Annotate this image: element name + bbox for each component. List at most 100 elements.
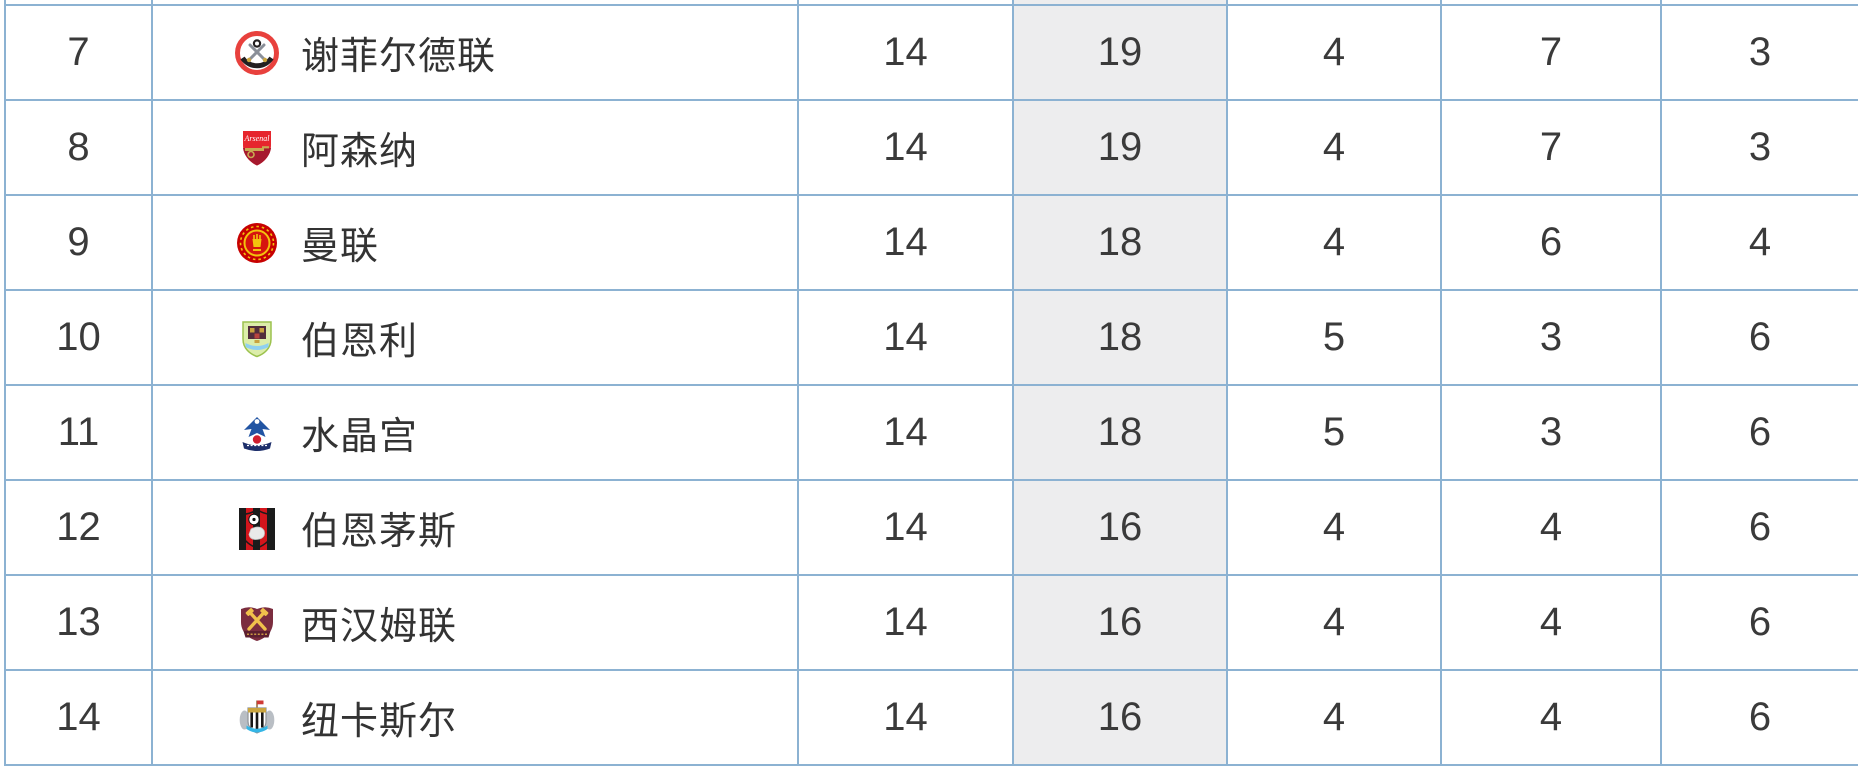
rank-cell: 9 (4, 196, 153, 291)
table-row: 10 伯恩利 14 18 5 3 6 (4, 291, 1858, 386)
played-value: 14 (883, 410, 928, 454)
team-name[interactable]: 纽卡斯尔 (301, 701, 458, 743)
bournemouth-badge (240, 508, 274, 549)
points-value: 18 (1097, 315, 1143, 359)
played-value: 14 (883, 505, 928, 549)
team-cell (153, 0, 799, 6)
played-cell: 14 (799, 671, 1014, 766)
rank-cell: 7 (4, 6, 153, 101)
team-name[interactable]: 西汉姆联 (301, 606, 458, 648)
played-value: 14 (883, 600, 928, 644)
played-cell: 14 (799, 101, 1014, 196)
arsenal-badge: Arsenal (243, 130, 271, 165)
points-cell (1014, 0, 1228, 6)
losses-value: 6 (1748, 505, 1772, 549)
wins-value: 4 (1322, 695, 1346, 739)
wins-cell: 4 (1228, 101, 1442, 196)
rank-value: 14 (56, 695, 101, 739)
team-name[interactable]: 阿森纳 (301, 131, 419, 173)
rank-cell: 8 (4, 101, 153, 196)
table-row: 9 曼联 14 18 4 6 4 (4, 196, 1858, 291)
rank-value: 13 (56, 600, 101, 644)
svg-text:Arsenal: Arsenal (244, 134, 271, 143)
losses-value: 3 (1748, 125, 1772, 169)
rank-cell: 14 (4, 671, 153, 766)
rank-value: 9 (67, 220, 90, 264)
team-cell[interactable]: Arsenal 阿森纳 (153, 101, 799, 196)
points-value: 16 (1097, 600, 1143, 644)
rank-value: 12 (56, 505, 101, 549)
wins-cell: 5 (1228, 386, 1442, 481)
points-value: 19 (1097, 30, 1143, 74)
wins-cell: 4 (1228, 6, 1442, 101)
team-badge-slot (235, 696, 279, 740)
team-name[interactable]: 水晶宫 (301, 416, 419, 458)
points-value: 16 (1097, 505, 1143, 549)
wins-cell: 4 (1228, 481, 1442, 576)
played-value: 14 (883, 315, 928, 359)
burnley-badge (242, 320, 272, 357)
draws-value: 7 (1539, 125, 1563, 169)
played-cell: 14 (799, 291, 1014, 386)
team-badge-slot (235, 411, 279, 455)
crystal-palace-badge (242, 416, 272, 451)
draws-cell: 3 (1442, 386, 1662, 481)
rank-cell: 12 (4, 481, 153, 576)
team-badge-slot (235, 30, 279, 75)
draws-cell: 6 (1442, 196, 1662, 291)
west-ham-badge (241, 606, 273, 641)
points-value: 16 (1097, 695, 1143, 739)
played-value: 14 (883, 220, 928, 264)
table-row: 12 伯恩茅斯 14 16 4 4 6 (4, 481, 1858, 576)
losses-value: 6 (1748, 600, 1772, 644)
table-row: 14 纽卡斯尔 14 16 4 4 6 (4, 671, 1858, 766)
losses-cell (1662, 0, 1858, 6)
team-name[interactable]: 曼联 (301, 226, 380, 268)
played-cell: 14 (799, 576, 1014, 671)
points-value: 18 (1097, 220, 1143, 264)
draws-cell (1442, 0, 1662, 6)
losses-cell: 6 (1662, 386, 1858, 481)
team-badge-slot (235, 221, 279, 265)
team-cell[interactable]: 谢菲尔德联 (153, 6, 799, 101)
points-value: 18 (1097, 410, 1143, 454)
draws-value: 7 (1539, 30, 1563, 74)
team-cell[interactable]: 伯恩利 (153, 291, 799, 386)
team-name[interactable]: 谢菲尔德联 (301, 36, 497, 78)
points-cell: 19 (1014, 6, 1228, 101)
points-value: 19 (1097, 125, 1143, 169)
wins-cell: 5 (1228, 291, 1442, 386)
team-badge-slot (235, 601, 279, 645)
team-cell[interactable]: 水晶宫 (153, 386, 799, 481)
losses-value: 3 (1748, 30, 1772, 74)
team-name[interactable]: 伯恩利 (301, 321, 419, 363)
wins-value: 4 (1322, 125, 1346, 169)
team-name[interactable]: 伯恩茅斯 (301, 511, 458, 553)
draws-value: 4 (1539, 695, 1563, 739)
points-cell: 19 (1014, 101, 1228, 196)
wins-value: 5 (1322, 410, 1346, 454)
losses-cell: 3 (1662, 6, 1858, 101)
losses-value: 6 (1748, 695, 1772, 739)
draws-value: 4 (1539, 600, 1563, 644)
table-row: 7 谢菲尔德联 14 19 4 7 3 (4, 6, 1858, 101)
table-row: 8 Arsenal 阿森纳 14 19 4 7 3 (4, 101, 1858, 196)
team-cell[interactable]: 纽卡斯尔 (153, 671, 799, 766)
played-cell: 14 (799, 386, 1014, 481)
losses-value: 4 (1748, 220, 1772, 264)
wins-value: 4 (1322, 30, 1346, 74)
losses-cell: 6 (1662, 671, 1858, 766)
rank-cell (4, 0, 153, 6)
team-cell[interactable]: 伯恩茅斯 (153, 481, 799, 576)
team-cell[interactable]: 西汉姆联 (153, 576, 799, 671)
losses-cell: 4 (1662, 196, 1858, 291)
losses-value: 6 (1748, 410, 1772, 454)
league-table-body: 7 谢菲尔德联 14 19 4 7 3 8 (4, 6, 1858, 766)
draws-cell: 4 (1442, 481, 1662, 576)
table-row: 11 水晶宫 14 18 5 3 6 (4, 386, 1858, 481)
played-value: 14 (883, 695, 928, 739)
team-cell[interactable]: 曼联 (153, 196, 799, 291)
points-cell: 16 (1014, 576, 1228, 671)
played-cell: 14 (799, 196, 1014, 291)
wins-cell (1228, 0, 1442, 6)
